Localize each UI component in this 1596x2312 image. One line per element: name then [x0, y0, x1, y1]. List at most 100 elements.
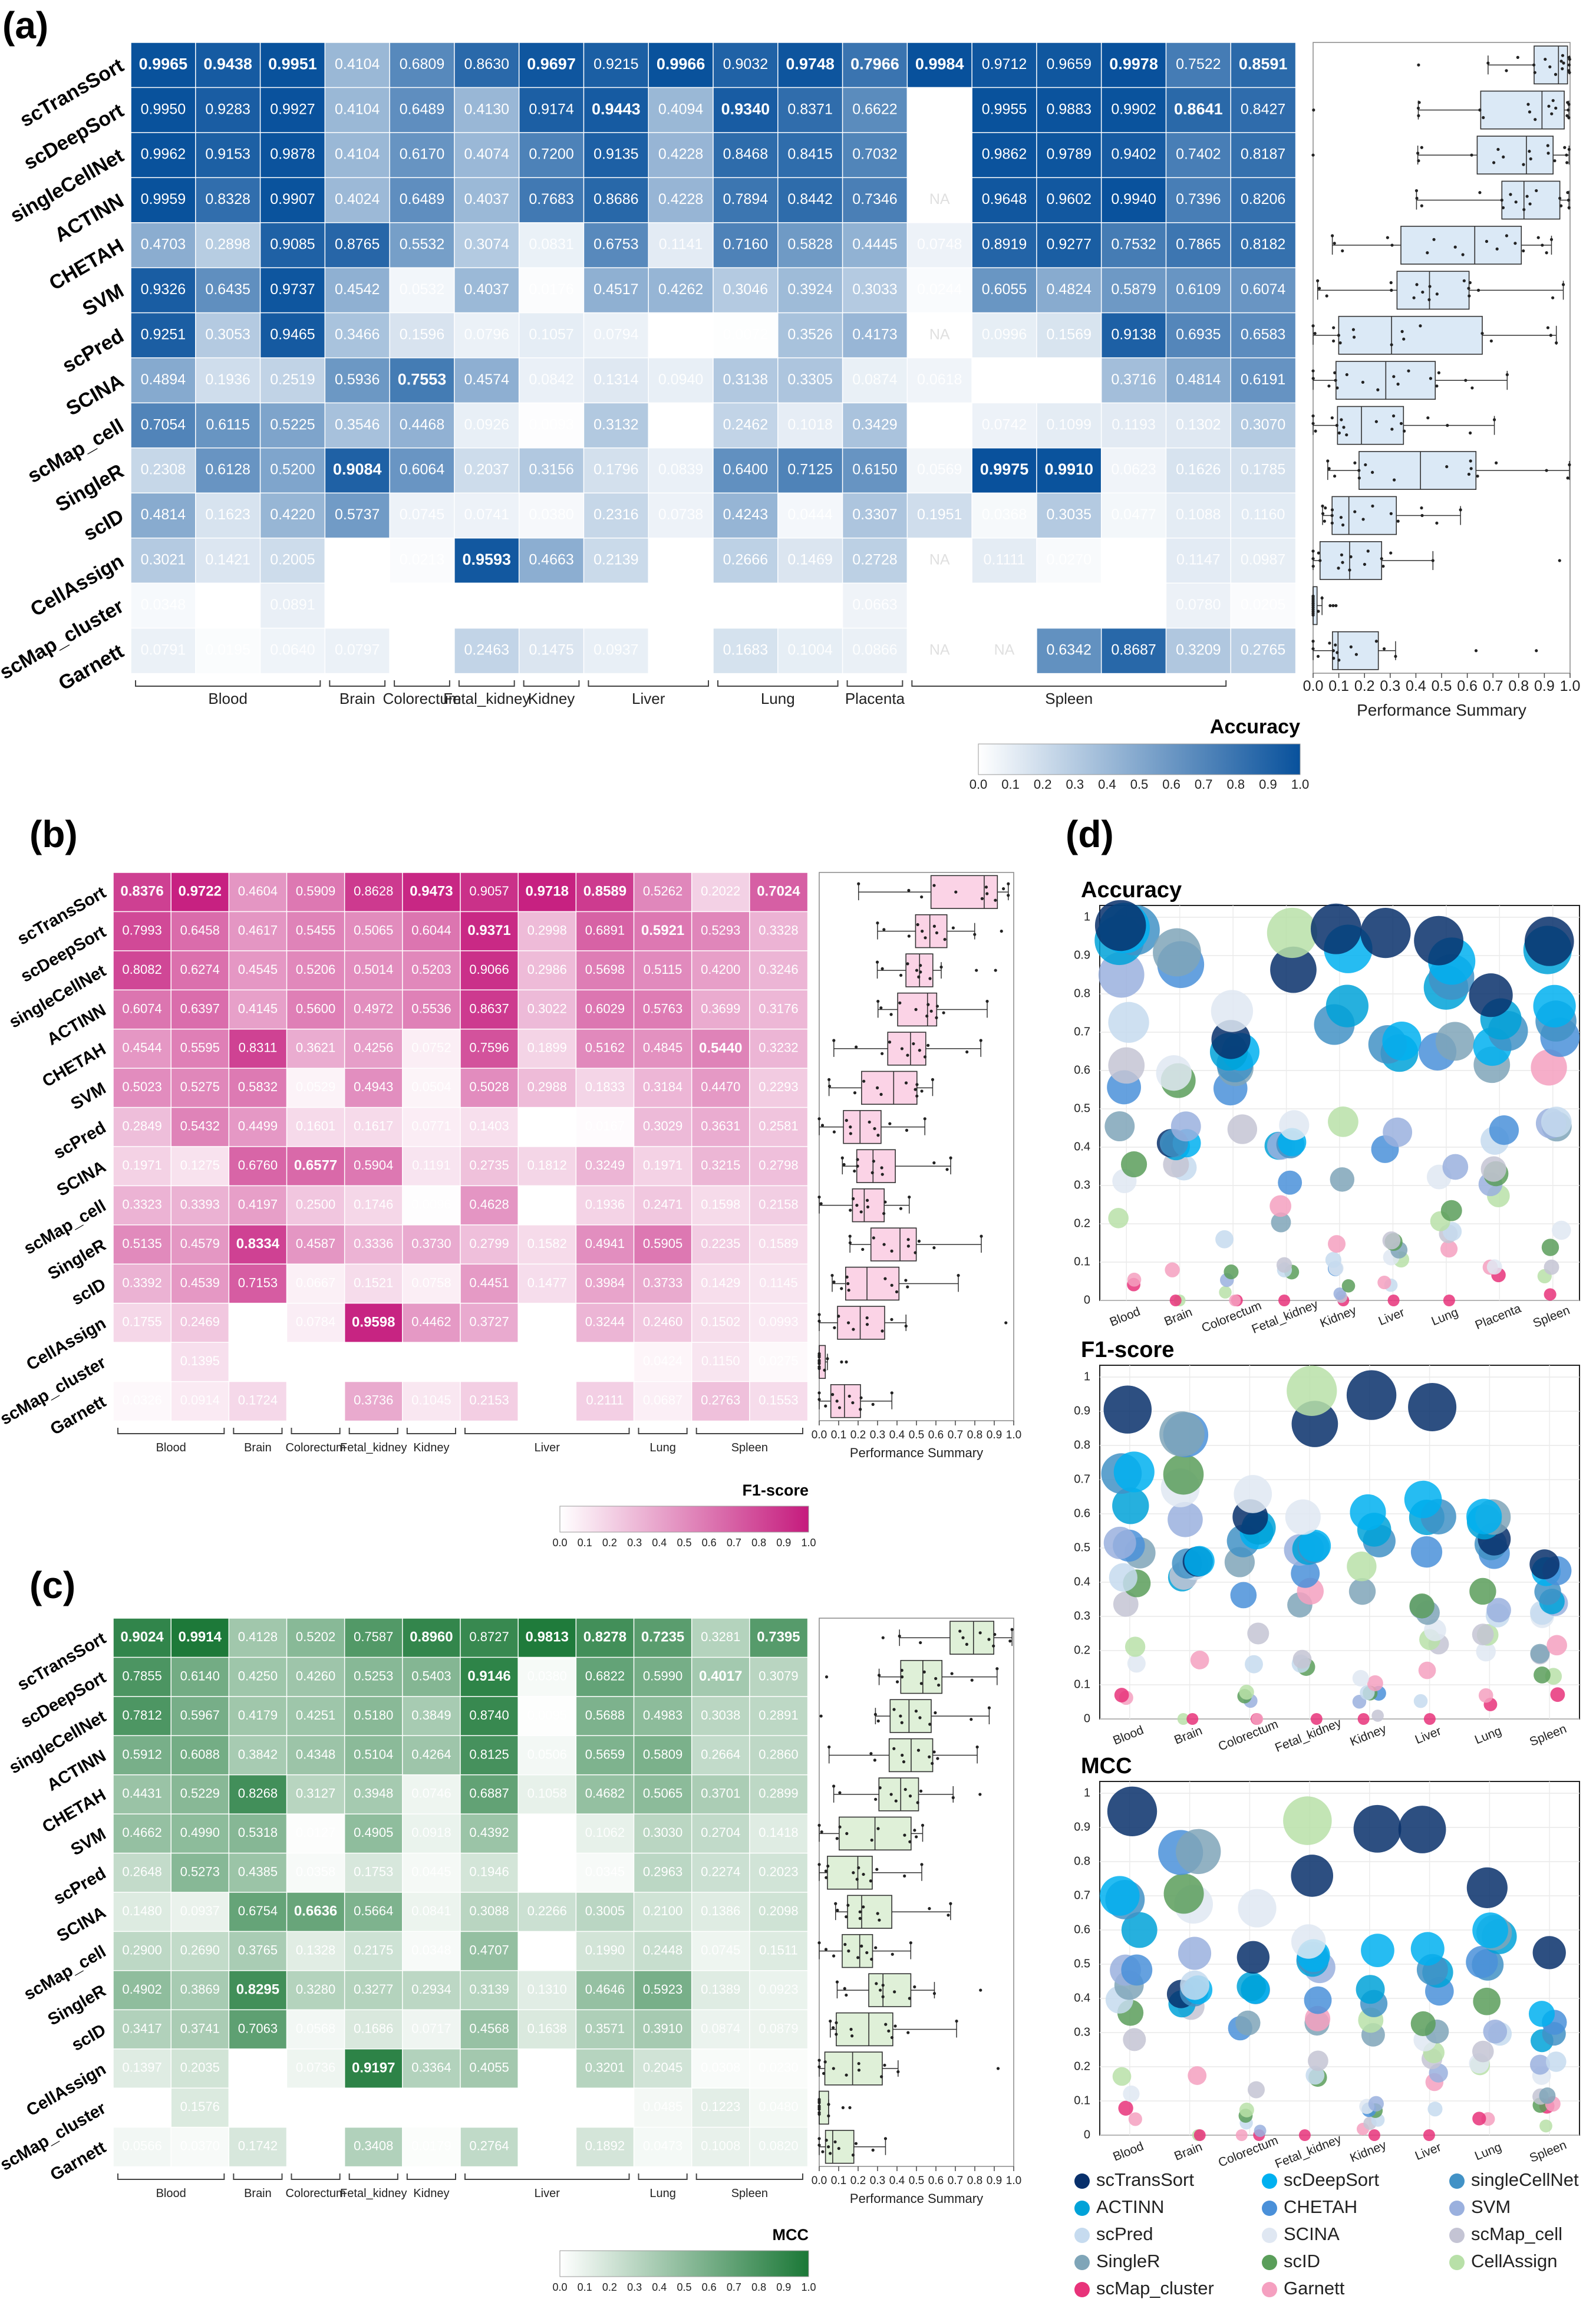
heatmap-cell	[170, 1068, 230, 1108]
group-bracket	[406, 2173, 456, 2180]
cell-value: 0.0663	[852, 597, 897, 613]
summary-point	[951, 1796, 955, 1800]
cell-value: 0.9326	[141, 281, 186, 298]
summary-point	[1337, 431, 1341, 435]
summary-point	[817, 2112, 821, 2116]
bubble	[1186, 1713, 1199, 1725]
summary-point	[1534, 118, 1537, 121]
heatmap-cell	[749, 1263, 809, 1305]
legend: scTransSort scDeepSort singleCellNetACTINN…	[1074, 2169, 1579, 2298]
x-tick-label: Blood	[1111, 2139, 1145, 2163]
cell-value: 0.3046	[723, 281, 768, 298]
summary-point	[1514, 200, 1518, 204]
summary-box	[870, 1227, 917, 1262]
bubble	[1435, 1022, 1475, 1061]
heatmap-cell	[389, 537, 456, 584]
cell-value: 0.0640	[270, 641, 315, 658]
cell-value: 0.5065	[354, 923, 393, 937]
heatmap-cell	[648, 222, 714, 269]
summary-point	[934, 1711, 937, 1715]
cell-value: 0.2765	[1241, 641, 1285, 658]
summary-point	[1501, 206, 1505, 209]
heatmap-cell	[583, 582, 649, 629]
cell-value: 0.4262	[658, 281, 703, 298]
cell-value: 0.2899	[759, 1786, 798, 1801]
cell-value: 0.4499	[238, 1119, 278, 1134]
summary-point	[849, 1132, 852, 1135]
summary-point	[906, 962, 909, 966]
colorbar-tick-label: 0.9	[776, 1537, 791, 1549]
cell-value: 0.0000	[982, 597, 1027, 613]
heatmap-cell	[130, 177, 197, 224]
heatmap-cell	[906, 537, 973, 584]
bubble	[1163, 1454, 1204, 1495]
group-label: Liver	[632, 690, 665, 707]
summary-point	[817, 1355, 821, 1359]
summary-point	[837, 2146, 840, 2150]
heatmap-cell	[286, 1696, 346, 1737]
cell-value: 0.4251	[296, 1708, 335, 1723]
summary-point	[878, 1674, 881, 1677]
bubble	[1094, 900, 1146, 951]
heatmap-cell	[575, 1342, 635, 1382]
cell-value: 0.4094	[658, 101, 704, 117]
cell-value: 0.3127	[296, 1786, 335, 1801]
summary-point	[848, 1241, 852, 1244]
summary-point	[1500, 198, 1503, 202]
summary-point	[852, 1197, 855, 1201]
summary-point	[916, 1748, 921, 1752]
cell-value: 0.0179	[411, 2139, 451, 2153]
heatmap-cell	[517, 1342, 577, 1382]
summary-point	[917, 975, 921, 979]
bubble	[1184, 1546, 1215, 1576]
cell-value: 0.5065	[643, 1786, 682, 1801]
summary-point	[856, 1164, 859, 1168]
heatmap-cell	[971, 177, 1038, 224]
cell-value: 0.1971	[643, 1158, 682, 1173]
cell-value: 0.9197	[352, 2060, 395, 2076]
summary-point	[865, 1198, 869, 1202]
summary-point	[931, 1761, 934, 1766]
cell-value: 0.2988	[527, 1079, 567, 1094]
summary-point	[1311, 414, 1315, 418]
heatmap-cell	[517, 1774, 577, 1815]
cell-value: 0.2308	[141, 462, 186, 478]
cell-value: 0.1088	[1176, 506, 1221, 523]
heatmap-cell	[1100, 357, 1167, 404]
cell-value: NA	[929, 552, 950, 568]
heatmap-cell	[113, 2087, 172, 2128]
heatmap-cell	[286, 1342, 346, 1382]
cell-value: 0.0000	[658, 416, 703, 433]
summary-point	[985, 999, 989, 1003]
axis-tick-label: 1.0	[1560, 678, 1581, 694]
cell-value: 0.1990	[585, 1942, 625, 1957]
summary-point	[893, 2024, 897, 2028]
bubble	[1387, 1295, 1400, 1306]
cell-value: 0.3070	[1241, 416, 1285, 433]
heatmap-cell	[402, 1656, 461, 1698]
heatmap-cell	[1036, 537, 1103, 584]
summary-point	[1341, 561, 1344, 564]
group-bracket	[911, 680, 1227, 687]
summary-point	[842, 1162, 846, 1167]
cell-value: 0.9907	[270, 191, 315, 208]
summary-point	[937, 1683, 941, 1687]
x-tick-label: Lung	[1429, 1306, 1460, 1329]
cell-value: 0.2704	[701, 1825, 740, 1840]
cell-value: 0.2316	[593, 506, 638, 523]
axis-tick-label: 0.8	[1508, 678, 1529, 694]
x-tick-label: Spleen	[1528, 1722, 1568, 1749]
summary-point	[817, 1319, 821, 1323]
cell-value: 0.0568	[296, 2021, 335, 2036]
cell-value: 0.7396	[1176, 191, 1221, 208]
summary-point	[890, 1249, 893, 1253]
heatmap-cell	[691, 1696, 751, 1737]
cell-value: 0.4250	[238, 1668, 278, 1683]
summary-point	[856, 1158, 859, 1161]
summary-point	[1468, 294, 1471, 298]
cell-value: 0.5904	[354, 1158, 393, 1173]
cell-value: 0.1521	[354, 1275, 393, 1290]
cell-value: 0.0000	[527, 1393, 567, 1408]
cell-value: 0.8427	[1241, 101, 1285, 117]
bubble	[1193, 2129, 1206, 2141]
